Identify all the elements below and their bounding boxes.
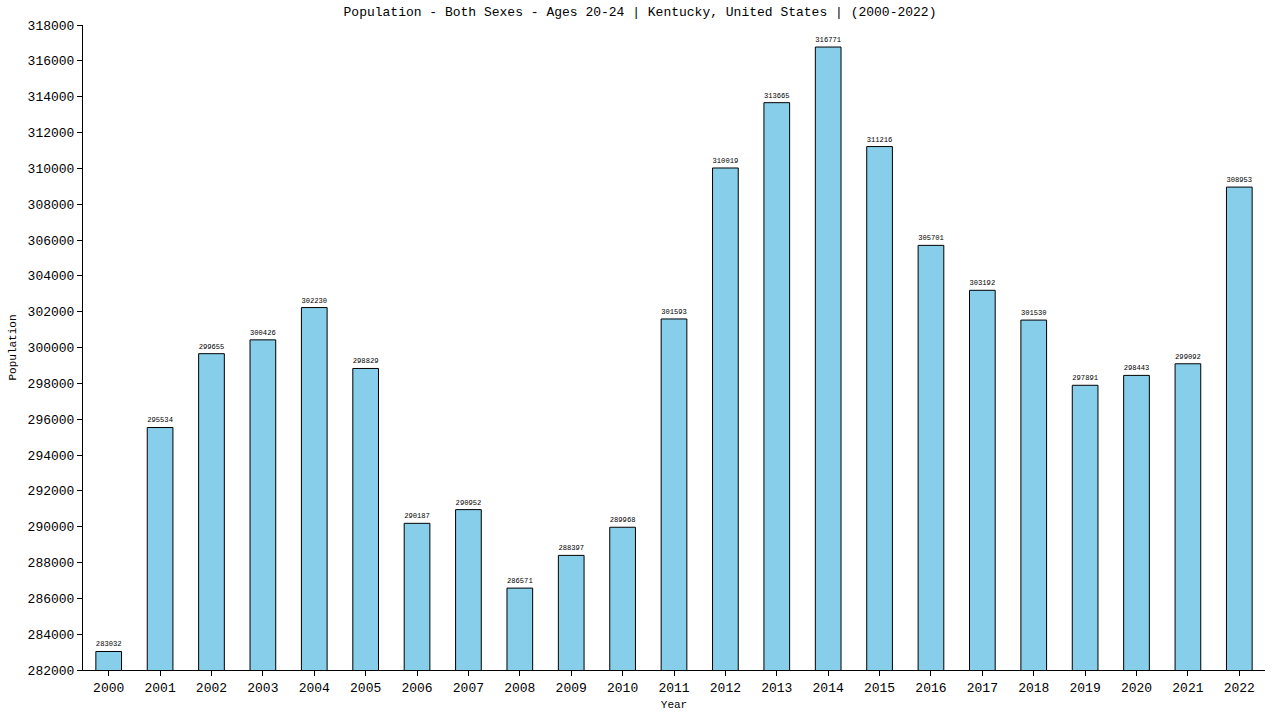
svg-text:298000: 298000 [28,377,75,392]
svg-text:289968: 289968 [610,516,636,524]
svg-text:301593: 301593 [661,308,687,316]
svg-text:2014: 2014 [813,681,844,696]
svg-text:296000: 296000 [28,413,75,428]
svg-text:2002: 2002 [196,681,227,696]
svg-text:290952: 290952 [456,499,482,507]
svg-text:2003: 2003 [247,681,278,696]
svg-text:308000: 308000 [28,198,75,213]
svg-text:2012: 2012 [710,681,741,696]
svg-text:300000: 300000 [28,341,75,356]
svg-text:2018: 2018 [1018,681,1049,696]
svg-text:299092: 299092 [1175,353,1201,361]
svg-text:2008: 2008 [504,681,535,696]
svg-text:2020: 2020 [1121,681,1152,696]
svg-text:286000: 286000 [28,592,75,607]
svg-text:2010: 2010 [607,681,638,696]
svg-text:302230: 302230 [301,297,327,305]
svg-text:2011: 2011 [658,681,689,696]
svg-text:2013: 2013 [761,681,792,696]
svg-text:2000: 2000 [93,681,124,696]
svg-text:299655: 299655 [199,343,225,351]
svg-text:284000: 284000 [28,628,75,643]
svg-text:288397: 288397 [558,544,584,552]
svg-text:283032: 283032 [96,640,122,648]
svg-text:312000: 312000 [28,126,75,141]
svg-text:290000: 290000 [28,520,75,535]
svg-text:2007: 2007 [453,681,484,696]
svg-text:300426: 300426 [250,329,276,337]
svg-text:318000: 318000 [28,19,75,34]
svg-text:2021: 2021 [1172,681,1203,696]
svg-text:2017: 2017 [967,681,998,696]
svg-text:288000: 288000 [28,556,75,571]
svg-text:2006: 2006 [401,681,432,696]
svg-text:303192: 303192 [970,279,996,287]
svg-text:294000: 294000 [28,449,75,464]
svg-text:306000: 306000 [28,234,75,249]
svg-text:308953: 308953 [1226,176,1252,184]
svg-text:297891: 297891 [1072,374,1098,382]
svg-text:286571: 286571 [507,577,533,585]
svg-text:311216: 311216 [867,136,893,144]
svg-text:292000: 292000 [28,484,75,499]
svg-text:2022: 2022 [1224,681,1255,696]
svg-text:298443: 298443 [1124,364,1150,372]
svg-text:Year: Year [661,699,687,711]
svg-text:2001: 2001 [144,681,175,696]
svg-text:316000: 316000 [28,54,75,69]
svg-text:310000: 310000 [28,162,75,177]
svg-text:302000: 302000 [28,305,75,320]
svg-text:304000: 304000 [28,269,75,284]
svg-text:314000: 314000 [28,90,75,105]
svg-text:2005: 2005 [350,681,381,696]
svg-text:2016: 2016 [915,681,946,696]
svg-text:2004: 2004 [299,681,330,696]
svg-text:282000: 282000 [28,664,75,679]
svg-text:313665: 313665 [764,92,790,100]
svg-text:Population - Both Sexes - Ages: Population - Both Sexes - Ages 20-24 | K… [344,5,937,20]
svg-text:2009: 2009 [556,681,587,696]
svg-text:301530: 301530 [1021,309,1047,317]
svg-text:298829: 298829 [353,357,379,365]
svg-text:Population: Population [7,314,19,380]
svg-text:2015: 2015 [864,681,895,696]
svg-text:305701: 305701 [918,234,944,242]
svg-text:2019: 2019 [1070,681,1101,696]
svg-text:295534: 295534 [147,416,173,424]
svg-text:290187: 290187 [404,512,430,520]
svg-text:310019: 310019 [713,157,739,165]
svg-text:316771: 316771 [815,36,841,44]
